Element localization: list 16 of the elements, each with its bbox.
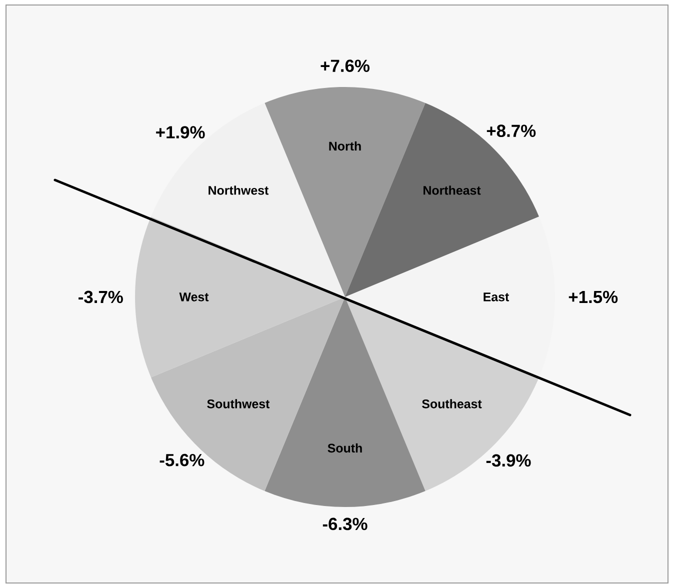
data-label: -5.6%: [160, 454, 204, 466]
data-label: +8.7%: [486, 124, 536, 138]
category-label: Northwest: [208, 186, 269, 195]
category-label: West: [179, 292, 209, 302]
data-label: +1.9%: [156, 126, 205, 138]
data-label: +7.6%: [320, 60, 370, 72]
category-label: East: [484, 292, 510, 302]
category-label: Southeast: [422, 399, 482, 408]
category-label: South: [328, 443, 362, 453]
category-label: Northeast: [424, 186, 481, 195]
category-label: North: [329, 141, 361, 151]
category-label: Southwest: [207, 399, 270, 408]
data-label: +1.5%: [568, 290, 618, 304]
data-label: -6.3%: [322, 518, 368, 530]
data-label: -3.7%: [78, 290, 123, 304]
data-label: -3.9%: [486, 454, 531, 467]
